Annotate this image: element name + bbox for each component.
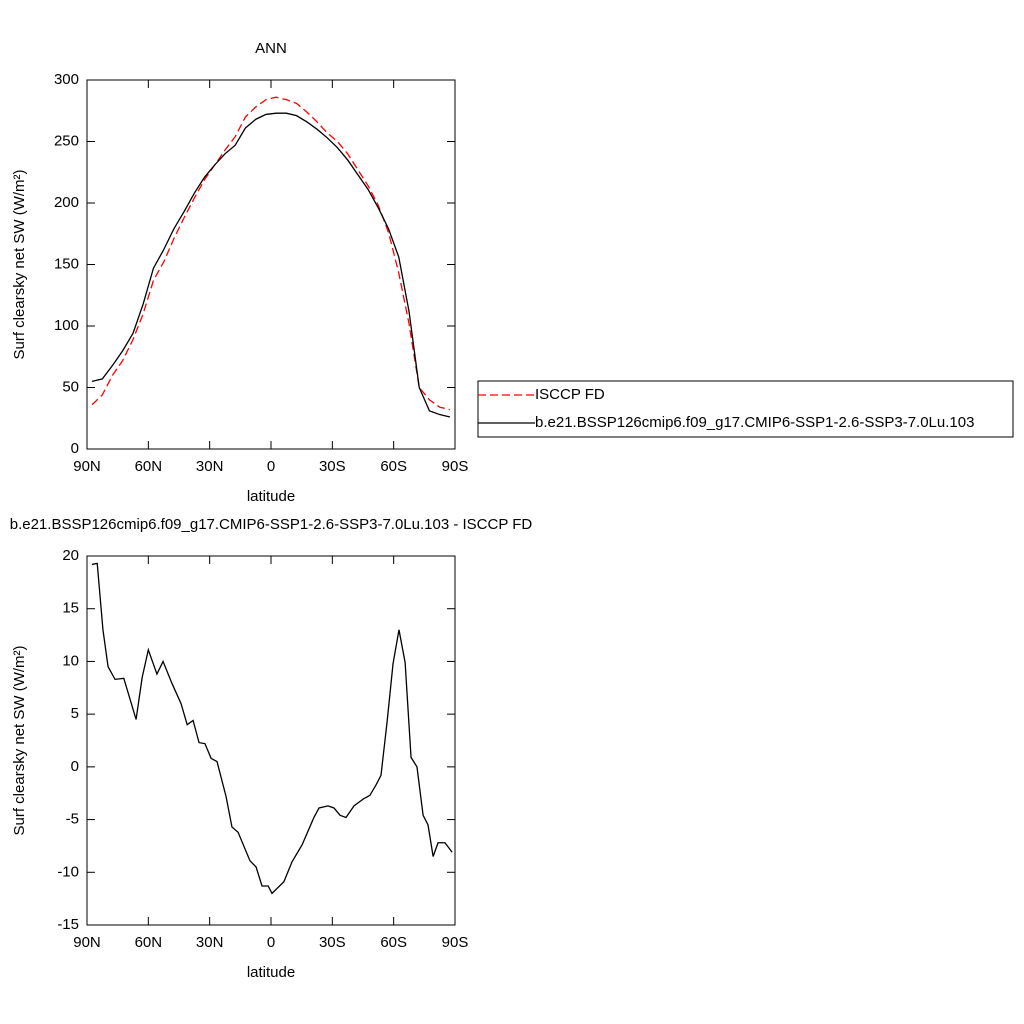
y-tick-label: 300 [54,71,79,88]
plot-frame [86,79,456,450]
x-tick-label: 90N [73,458,101,475]
x-tick-label: 30N [196,458,224,475]
y-tick-label: -10 [57,863,79,880]
x-axis-label: latitude [247,488,295,505]
y-tick-label: 0 [71,758,79,775]
legend-label: ISCCP FD [535,386,605,403]
x-tick-label: 30N [196,934,224,951]
x-tick-label: 60N [135,458,163,475]
x-tick-label: 60N [135,934,163,951]
x-tick-label: 30S [319,934,346,951]
y-tick-label: 250 [54,132,79,149]
y-tick-label: -5 [66,811,79,828]
chart-title: ANN [255,40,287,57]
data-line [91,562,453,895]
y-tick-label: 15 [62,600,79,617]
x-tick-label: 0 [267,934,275,951]
y-tick-label: 20 [62,547,79,564]
y-tick-label: 100 [54,317,79,334]
x-tick-label: 90S [442,934,469,951]
x-tick-label: 60S [380,458,407,475]
y-tick-label: 50 [62,378,79,395]
y-tick-label: 10 [62,652,79,669]
y-tick-label: -15 [57,916,79,933]
y-tick-label: 150 [54,255,79,272]
y-axis-label: Surf clearsky net SW (W/m²) [11,645,28,835]
x-tick-label: 90N [73,934,101,951]
data-line [91,96,451,411]
x-tick-label: 90S [442,458,469,475]
x-tick-label: 0 [267,458,275,475]
x-axis-label: latitude [247,964,295,981]
legend-box [477,380,1014,438]
data-line [91,112,451,418]
chart-title: b.e21.BSSP126cmip6.f09_g17.CMIP6-SSP1-2.… [10,516,533,533]
x-tick-label: 30S [319,458,346,475]
y-axis-label: Surf clearsky net SW (W/m²) [11,169,28,359]
plot-frame [86,555,456,926]
y-tick-label: 5 [71,705,79,722]
y-tick-label: 200 [54,194,79,211]
x-tick-label: 60S [380,934,407,951]
legend-label: b.e21.BSSP126cmip6.f09_g17.CMIP6-SSP1-2.… [535,414,974,431]
y-tick-label: 0 [71,440,79,457]
